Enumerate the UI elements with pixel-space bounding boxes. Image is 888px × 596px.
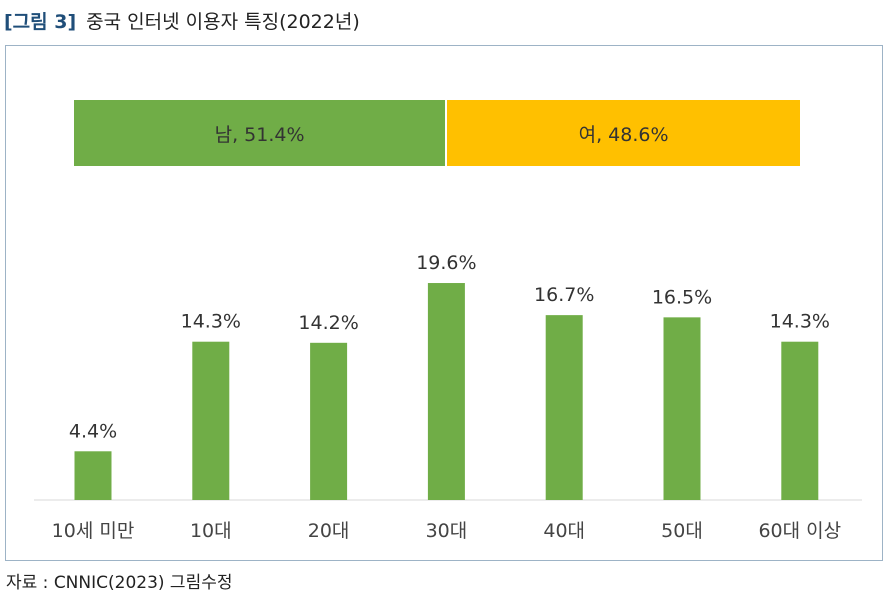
bar-3 <box>427 283 465 500</box>
bar-1 <box>192 341 230 500</box>
bar-data-label: 4.4% <box>69 420 117 442</box>
bar-data-label: 16.5% <box>652 286 712 308</box>
x-tick-label: 50대 <box>661 520 703 542</box>
gender-stacked-bar: 남, 51.4% 여, 48.6% <box>74 100 800 166</box>
x-tick-label: 30대 <box>426 520 468 542</box>
gender-segment-male: 남, 51.4% <box>74 100 448 166</box>
bar-data-label: 14.3% <box>181 311 241 333</box>
figure-title-text: 중국 인터넷 이용자 특징(2022년) <box>86 10 360 33</box>
figure-label: [그림 3] <box>4 10 77 33</box>
chart-frame <box>5 45 883 561</box>
gender-segment-female: 여, 48.6% <box>447 100 800 166</box>
figure-title: [그림 3] 중국 인터넷 이용자 특징(2022년) <box>4 6 360 34</box>
bar-2 <box>310 342 348 500</box>
bar-6 <box>781 341 819 500</box>
bar-5 <box>663 317 701 500</box>
x-tick-label: 10세 미만 <box>52 520 135 542</box>
bar-data-label: 16.7% <box>534 284 594 306</box>
bar-0 <box>74 451 112 500</box>
figure-source: 자료 : CNNIC(2023) 그림수정 <box>6 573 233 593</box>
x-tick-label: 20대 <box>308 520 350 542</box>
bar-data-label: 14.3% <box>770 311 830 333</box>
x-tick-label: 10대 <box>190 520 232 542</box>
bar-data-label: 19.6% <box>416 252 476 274</box>
bar-data-label: 14.2% <box>298 312 358 334</box>
x-tick-label: 40대 <box>543 520 585 542</box>
bar-4 <box>545 315 583 500</box>
x-tick-label: 60대 이상 <box>758 520 841 542</box>
